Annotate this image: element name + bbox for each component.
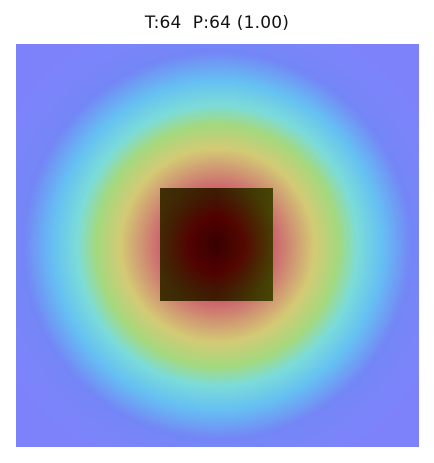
figure-title: T:64 P:64 (1.00) <box>144 13 290 33</box>
object-square-heat <box>160 188 273 301</box>
heatmap-svg <box>16 44 419 447</box>
heatmap-image <box>16 44 419 447</box>
